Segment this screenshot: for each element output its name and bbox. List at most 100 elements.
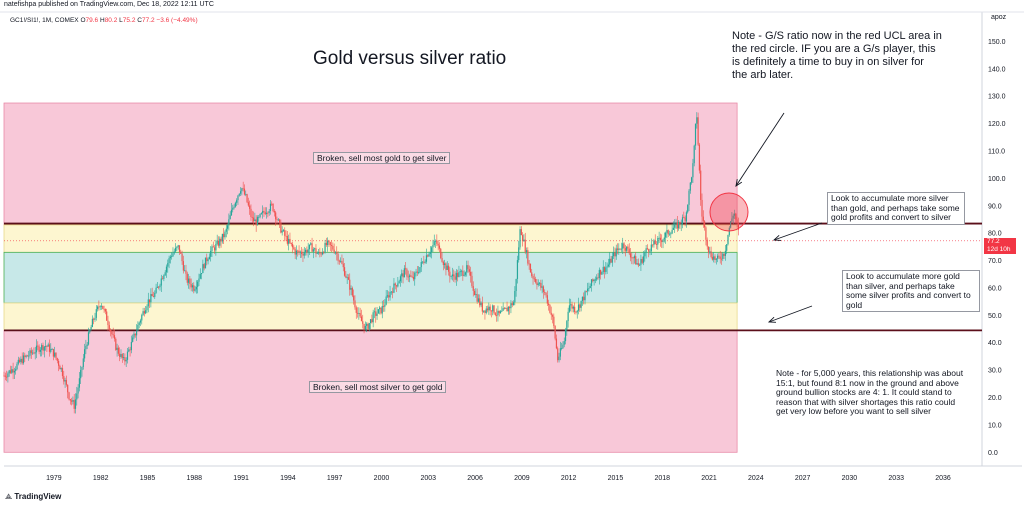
candle-body [230,209,233,216]
candle-body [338,260,340,262]
candle-body [297,250,299,252]
candle-body [216,240,218,244]
candle-body [29,350,31,356]
candle-body [407,276,409,278]
candle-body [457,272,459,277]
candle-body [557,348,559,361]
symbol-legend[interactable]: GC1!/SI1!, 1M, COMEX O79.6 H80.2 L75.2 C… [10,17,198,24]
y-tick-label: 20.0 [988,395,1002,402]
candle-body [680,223,682,225]
candle-body [7,373,9,378]
candle-body [459,271,461,273]
candle-body [385,296,387,305]
candle-body [584,291,586,301]
candle-body [324,242,326,253]
x-tick-label: 2009 [514,475,530,482]
candle-body [8,370,10,374]
candle-body [583,296,585,301]
candle-body [233,206,235,208]
candle-body [735,213,737,220]
candle-body [484,310,486,313]
candle-body [550,312,552,316]
candle-body [277,219,279,221]
candle-body [64,380,66,382]
candle-body [95,309,97,318]
candle-body [609,258,611,265]
candle-body [323,252,325,254]
candle-body [124,357,126,362]
candle-body [566,321,568,330]
candle-body [636,263,638,265]
candle-body [193,285,195,291]
candle-body [373,311,376,313]
candle-body [154,292,156,297]
candle-body [640,258,642,265]
candle-body [648,249,650,252]
candle-body [342,263,344,268]
candle-body [138,322,140,325]
candle-body [197,281,199,287]
candle-body [665,232,667,238]
candle-body [251,216,253,218]
candle-body [55,352,57,359]
candle-body [541,286,543,288]
candle-body [143,311,145,314]
candle-body [26,355,28,357]
footer-logo[interactable]: ⟁ TradingView [5,492,61,502]
candle-body [368,323,370,329]
candle-body [511,303,513,306]
candle-body [83,349,86,359]
candle-body [467,265,469,270]
candle-body [398,281,400,284]
candle-body [420,261,422,268]
candle-body [76,393,78,400]
candle-body [424,261,426,263]
candle-body [107,320,109,326]
candle-body [672,227,675,230]
candle-body [444,263,446,266]
candle-body [372,312,374,323]
candle-body [548,303,550,306]
candle-body [367,323,369,329]
candle-body [713,256,715,260]
candle-body [515,278,517,292]
candle-body [165,266,168,273]
candle-body [234,202,236,207]
candle-body [727,234,729,245]
candle-body [386,295,389,297]
candle-body [585,291,587,293]
candle-body [314,248,316,250]
candle-body [427,255,429,257]
candle-body [440,248,442,259]
candle-body [59,365,61,370]
candle-body [590,279,593,287]
candle-body [102,305,104,309]
candle-body [229,215,231,220]
candle-body [575,311,577,313]
zone-label-bottom: Broken, sell most silver to get gold [309,381,447,393]
candle-body [35,345,38,353]
candle-body [347,277,350,280]
candle-body [356,312,359,314]
x-tick-label: 1991 [233,475,249,482]
candle-body [503,308,506,309]
candle-body [382,305,385,307]
candle-body [327,240,329,246]
candle-body [226,225,229,229]
candle-body [468,269,470,272]
candle-body [425,255,428,262]
candle-body [211,246,213,251]
zone-4 [3,329,738,453]
candle-body [644,252,646,257]
candle-body [707,246,710,253]
candle-body [518,247,520,261]
candle-body [115,338,117,350]
candle-body [51,349,53,350]
candle-body [432,245,434,248]
candle-body [476,294,478,302]
candle-body [438,245,441,249]
candle-body [182,261,184,271]
x-tick-label: 2015 [608,475,624,482]
candle-body [87,332,90,345]
